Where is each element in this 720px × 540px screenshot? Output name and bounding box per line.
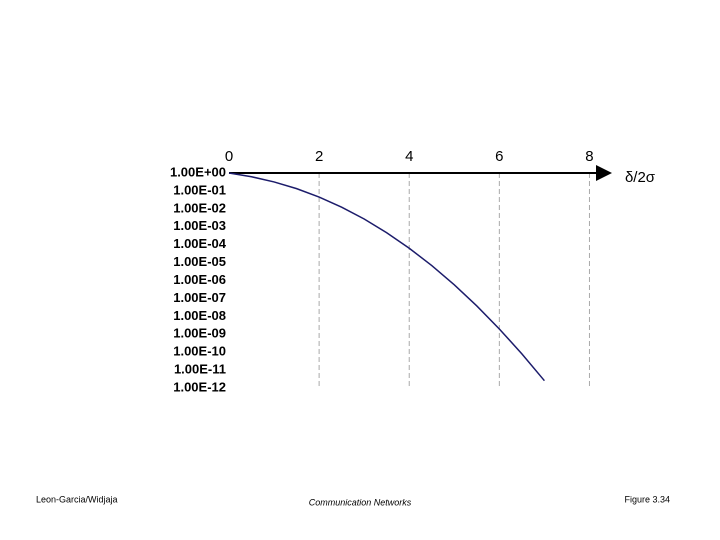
x-axis-label: δ/2σ: [625, 169, 656, 186]
x-tick-label: 4: [405, 148, 413, 165]
x-tick-label: 2: [315, 148, 323, 165]
y-tick-label: 1.00E-08: [173, 308, 226, 323]
y-tick-label: 1.00E-03: [173, 218, 226, 233]
y-tick-label: 1.00E-12: [173, 379, 226, 394]
y-tick-label: 1.00E-01: [173, 182, 226, 197]
y-tick-label: 1.00E-10: [173, 344, 226, 359]
footer-center: Communication Networks: [309, 497, 412, 507]
y-tick-label: 1.00E-05: [173, 254, 226, 269]
y-tick-label: 1.00E-09: [173, 326, 226, 341]
y-tick-label: 1.00E-06: [173, 272, 226, 287]
footer-right: Figure 3.34: [624, 494, 670, 504]
x-tick-label: 0: [225, 148, 233, 165]
line-series: [228, 172, 545, 382]
y-tick-label: 1.00E+00: [170, 164, 226, 179]
y-tick-label: 1.00E-11: [174, 362, 226, 377]
y-tick-label: 1.00E-02: [173, 200, 226, 215]
x-tick-label: 8: [585, 148, 593, 165]
footer-left: Leon-Garcia/Widjaja: [36, 494, 118, 504]
y-tick-label: 1.00E-07: [173, 290, 226, 305]
x-tick-label: 6: [495, 148, 503, 165]
y-tick-label: 1.00E-04: [173, 236, 227, 251]
